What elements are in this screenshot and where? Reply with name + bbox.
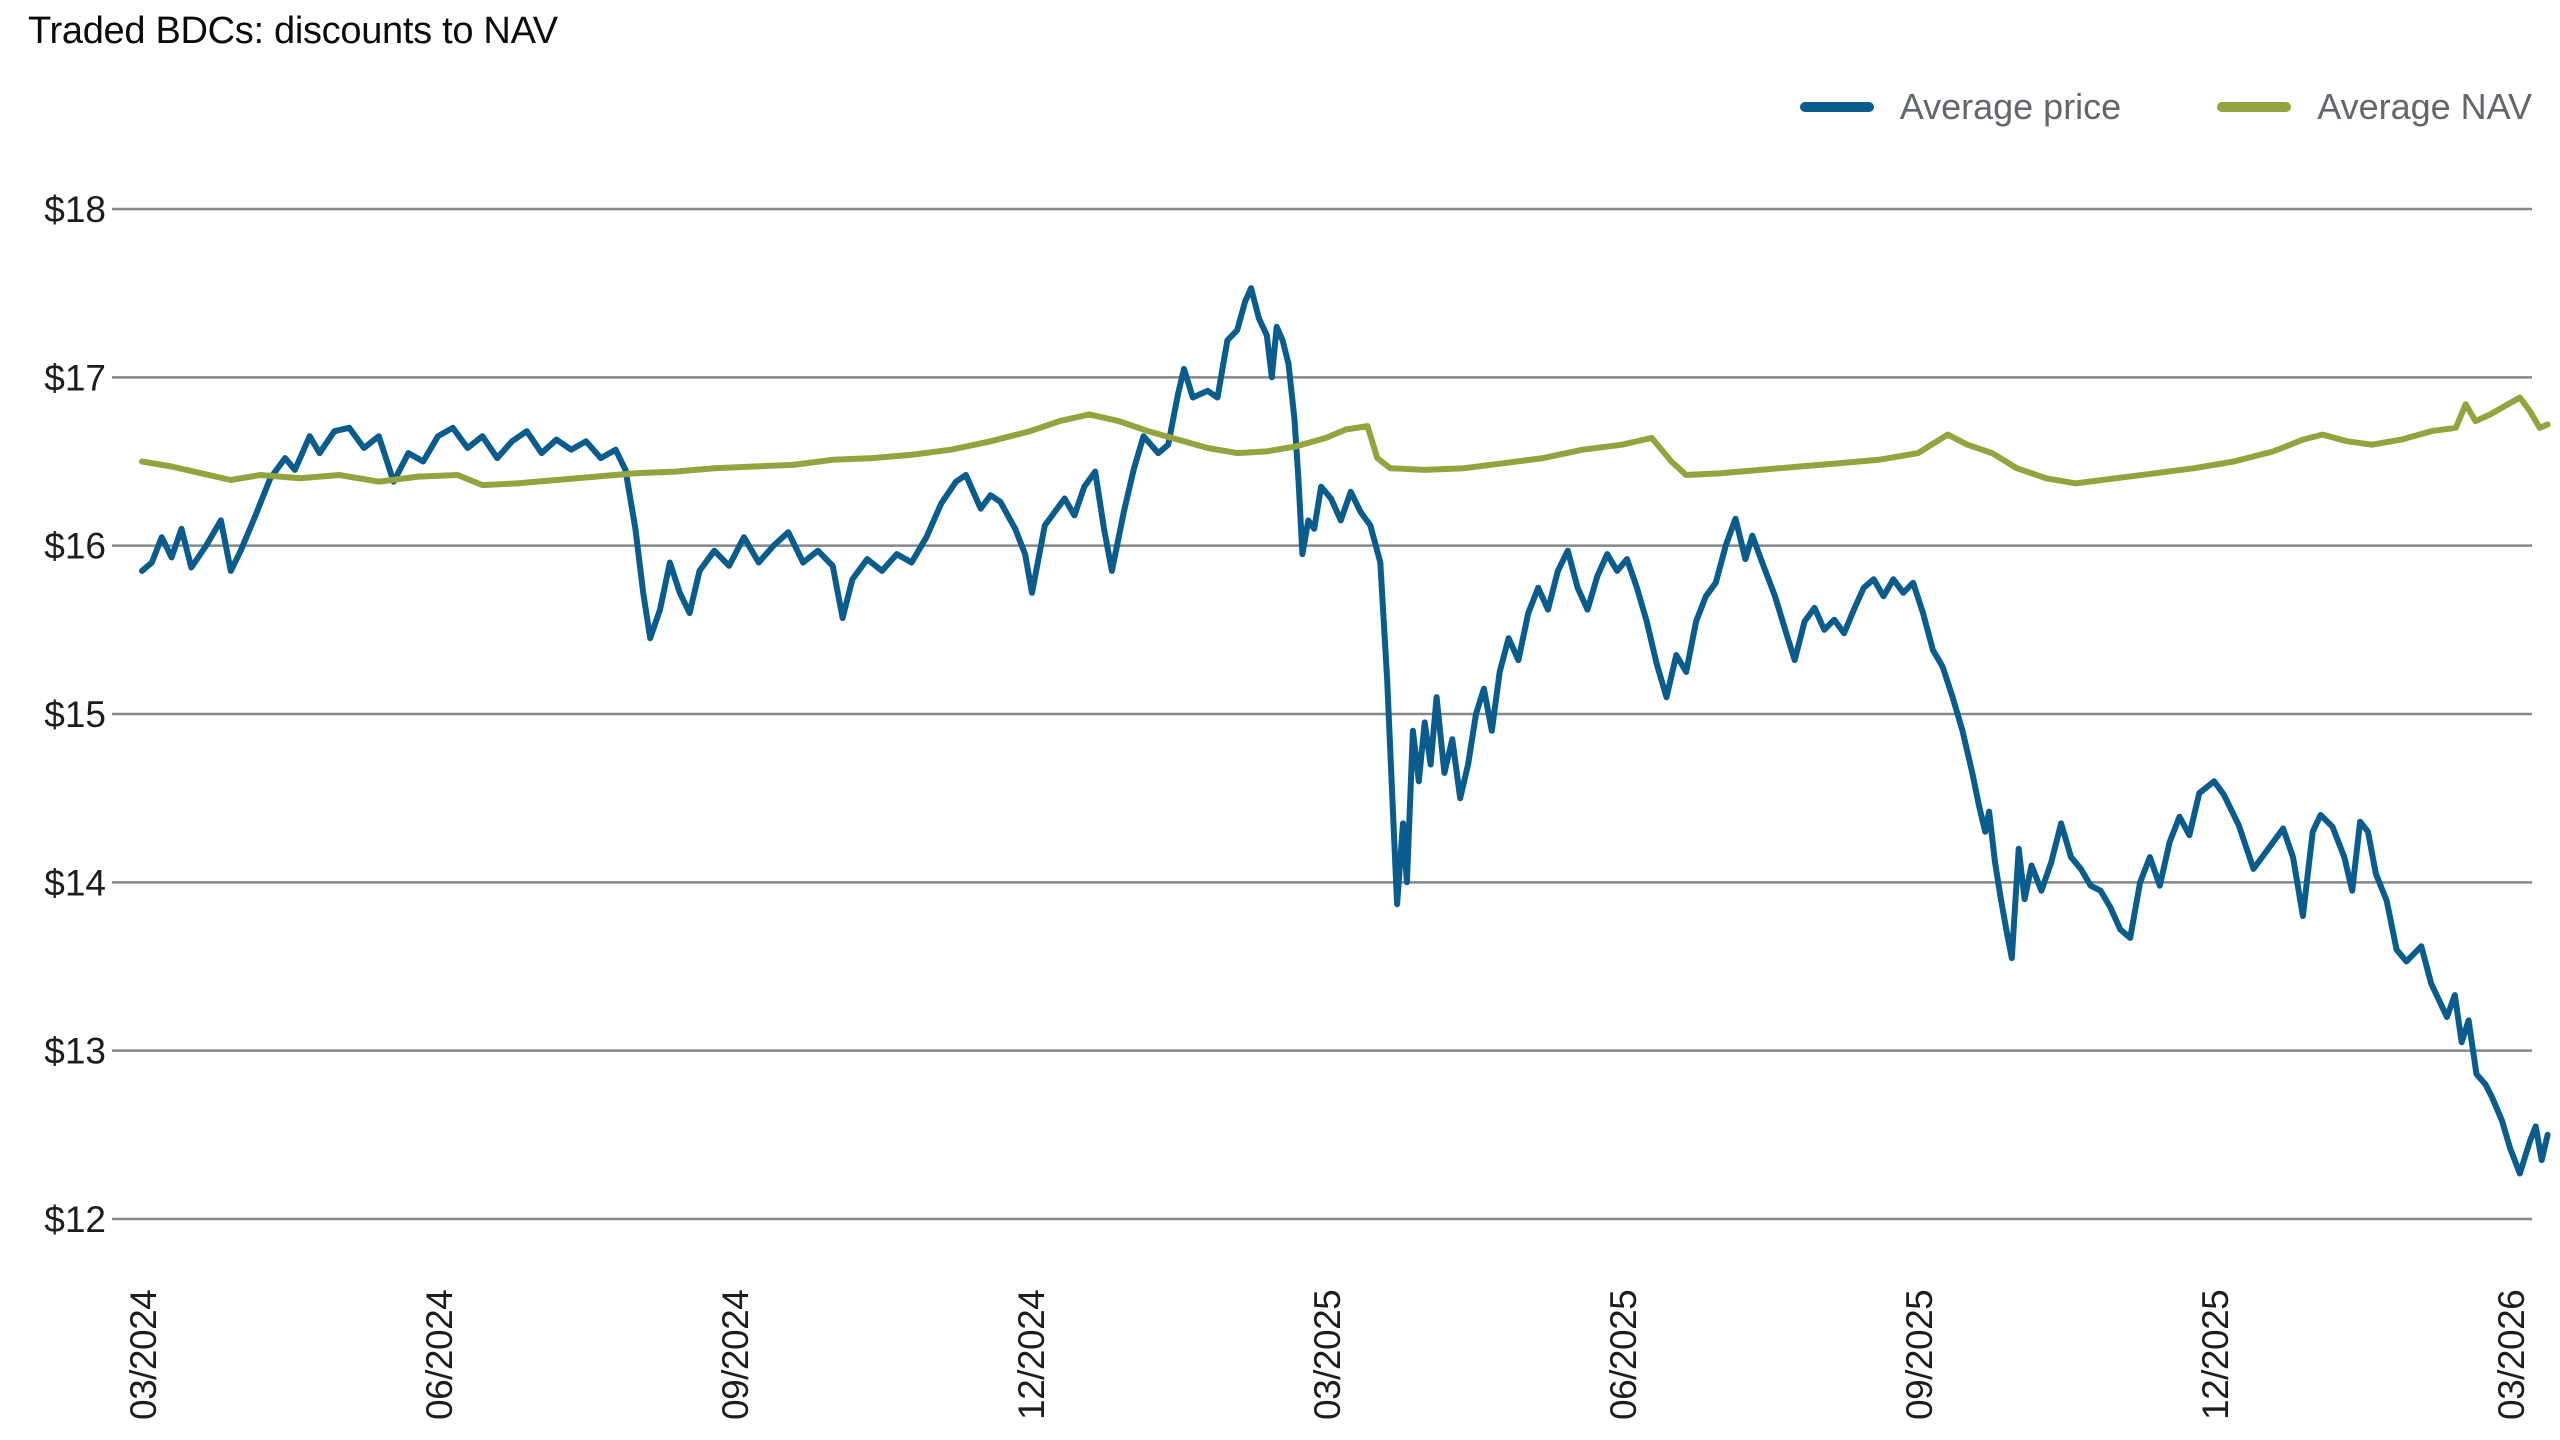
y-axis-label: $13 (44, 1031, 106, 1072)
legend-label-average-price: Average price (1899, 86, 2122, 127)
legend: Average price Average NAV (1799, 86, 2532, 128)
x-axis-label: 03/2025 (1307, 1290, 1348, 1420)
x-axis-label: 06/2024 (419, 1290, 460, 1420)
x-axis-label: 03/2026 (2491, 1290, 2532, 1420)
y-axis-label: $14 (44, 862, 106, 903)
legend-label-average-nav: Average NAV (2317, 86, 2532, 127)
x-axis-label: 12/2024 (1011, 1290, 1052, 1420)
x-axis-label: 03/2024 (123, 1290, 164, 1420)
y-axis-label: $15 (44, 694, 106, 735)
x-axis-label: 09/2024 (715, 1290, 756, 1420)
average-nav-swatch-icon (2217, 102, 2292, 112)
legend-item-average-nav: Average NAV (2217, 86, 2532, 128)
legend-item-average-price: Average price (1799, 86, 2122, 128)
x-axis-label: 09/2025 (1899, 1290, 1940, 1420)
y-axis-label: $12 (44, 1199, 106, 1240)
y-axis-label: $17 (44, 357, 106, 398)
x-axis-label: 12/2025 (2195, 1290, 2236, 1420)
average-price-line (139, 285, 2551, 1177)
x-axis-label: 06/2025 (1603, 1290, 1644, 1420)
average-nav-line (139, 394, 2551, 489)
y-axis-label: $16 (44, 526, 106, 567)
average-price-swatch-icon (1799, 102, 1874, 112)
chart-title: Traded BDCs: discounts to NAV (28, 10, 558, 52)
y-axis-label: $18 (44, 189, 106, 230)
